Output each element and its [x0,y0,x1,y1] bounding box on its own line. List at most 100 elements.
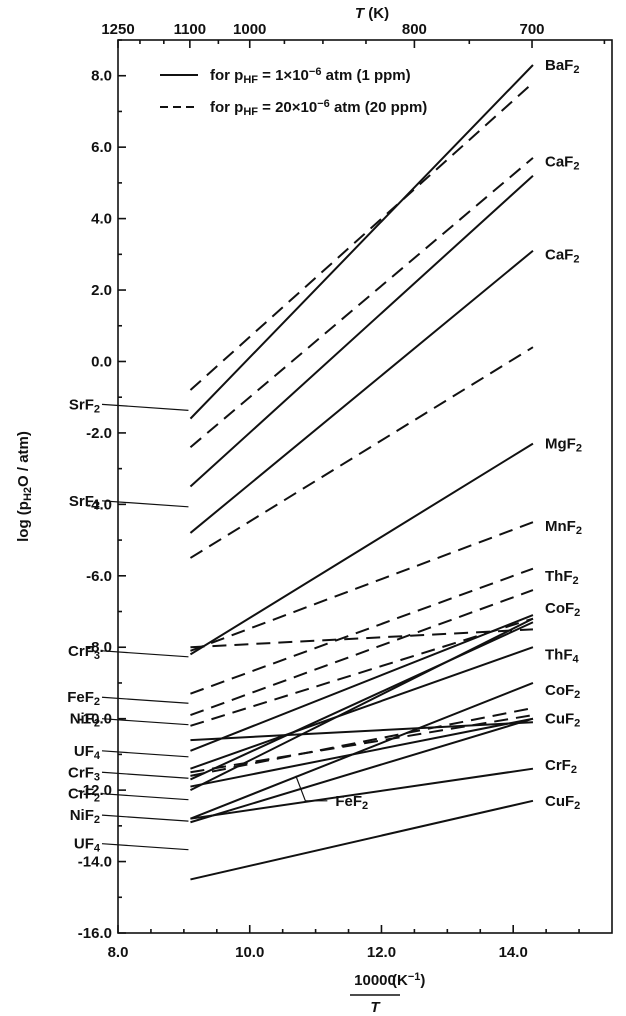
top-axis-title: T (K) [355,5,389,22]
text-part: CrF [545,757,571,774]
text-part: (K) [368,5,389,22]
text-part: -14.0 [78,854,112,871]
superscript: −1 [408,971,421,983]
left-label-leader [101,793,189,801]
left-series-label: UF4 [74,836,101,855]
text-part: UF [74,743,94,760]
x-tick-label: 8.0 [108,944,129,961]
text-part: -16.0 [78,925,112,942]
text-part: = 20×10 [258,99,317,116]
right-series-label: ThF4 [545,646,580,665]
y-tick-label: -6.0 [86,568,112,585]
y-tick-label: 4.0 [91,211,112,228]
x-tick-label: 14.0 [499,944,528,961]
left-label-leader [101,718,189,726]
x-tick-label: 12.0 [367,944,396,961]
text-part: CaF [545,246,573,263]
series-line-22 [190,717,534,824]
text-part: -6.0 [86,568,112,585]
y-tick-label: 0.0 [91,353,112,370]
right-series-label: CaF2 [545,246,579,265]
subscript: 4 [94,843,101,855]
subscript: 2 [362,800,368,812]
left-label-leader [101,403,189,411]
text-part: MnF [545,518,576,535]
text-part: CrF [68,643,94,660]
right-series-label: ThF2 [545,568,579,587]
right-series-label: MnF2 [545,518,582,537]
text-part: NiF [70,711,94,728]
series-line-3 [189,174,534,488]
series-line-21 [190,717,534,788]
y-tick-label: -10.0 [78,711,112,728]
right-series-label: CoF2 [545,682,580,701]
x-axis-title-unit: (K−1) [392,971,425,989]
text-part: CaF [545,153,573,170]
text-part: BaF [545,57,573,74]
text-part: 1250 [101,21,134,38]
text-part: NiF [70,807,94,824]
left-label-leader [101,696,189,704]
subscript: 2 [574,800,580,812]
left-series-label: FeF2 [67,689,100,708]
subscript: HF [243,106,258,118]
subscript: 4 [573,654,580,666]
series-line-15 [190,617,534,792]
italic-text: T [370,999,381,1016]
tick-labels: 8.0 10.0 12.0 14.08.06.04.02.00.0-2.0-4.0-6… [78,21,545,961]
text-part: = 1×10 [258,67,309,84]
subscript: 2 [94,793,100,805]
subscript: H [22,493,34,501]
superscript: −6 [317,98,330,110]
text-part: -2.0 [86,425,112,442]
left-series-label: NiF2 [70,711,100,730]
plot-frame [117,39,613,934]
top-tick-label: 1250 [101,21,134,38]
series-line-23 [190,767,534,820]
y-axis-title: log (pH2O / atm) [15,431,34,542]
text-part: MgF [545,436,576,453]
text-part: FeF [335,793,362,810]
subscript: 2 [94,814,100,826]
italic-text: T [355,5,368,22]
series-line-14 [190,621,534,781]
subscript: 3 [94,772,100,784]
text-part: ThF [545,646,573,663]
series-line-2 [189,82,534,391]
text-part: 1000 [233,21,266,38]
series-labels: SrF2SrF2CrF3FeF2NiF2UF4CrF3CrF2NiF2UF4Ba… [67,57,582,855]
top-tick-label: 1000 [233,21,266,38]
text-part: 14.0 [499,944,528,961]
series-line-7 [189,442,534,656]
right-series-label: CaF2 [545,153,579,172]
text-part: O / atm) [15,431,32,487]
subscript: 2 [576,443,582,455]
subscript: 2 [573,64,579,76]
text-part: CrF [68,786,94,803]
series-line-1 [189,64,534,420]
series-lines [189,64,534,881]
text-part: FeF [67,689,94,706]
text-part: -8.0 [86,639,112,656]
subscript: 2 [94,500,100,512]
text-part: 6.0 [91,139,112,156]
legend-entry: for pHF = 20×10−6 atm (20 ppm) [210,98,427,118]
subscript: 2 [94,404,100,416]
y-tick-label: -2.0 [86,425,112,442]
y-tick-label: -8.0 [86,639,112,656]
left-label-leader [101,771,189,779]
left-series-label: SrF2 [69,493,100,512]
subscript: 2 [573,254,579,266]
left-series-label: UF4 [74,743,101,762]
text-part: UF [74,836,94,853]
subscript: 2 [576,525,582,537]
text-part: atm (1 ppm) [321,67,410,84]
text-part: 800 [402,21,427,38]
annotation-label: FeF2 [335,793,368,812]
right-series-label: CrF2 [545,757,577,776]
right-series-label: MgF2 [545,436,582,455]
text-part: 4.0 [91,211,112,228]
annotation-leader [295,775,328,802]
